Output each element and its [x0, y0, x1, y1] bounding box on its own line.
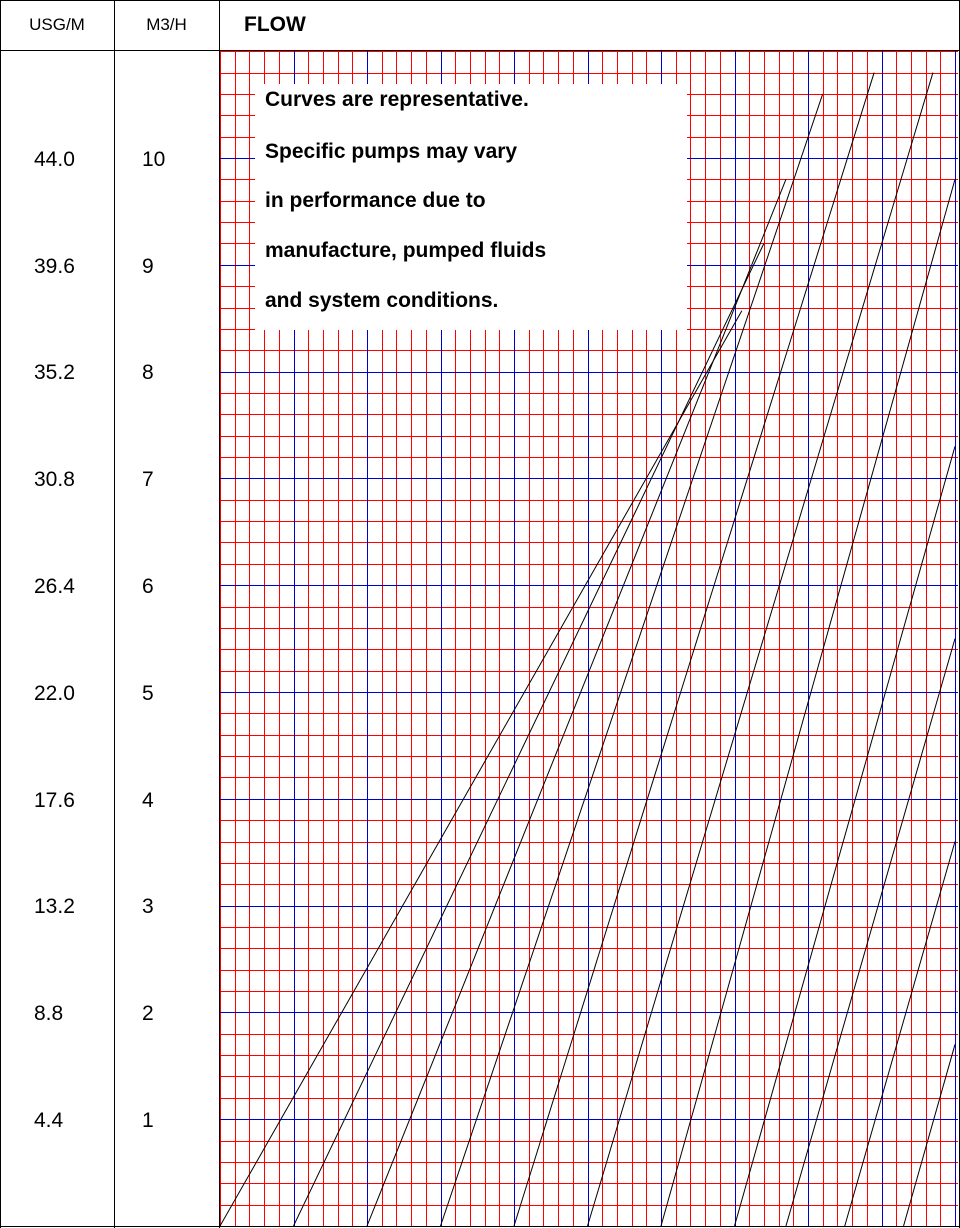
column-divider [219, 0, 220, 1228]
performance-curve [844, 841, 956, 1226]
usgm-tick: 39.6 [34, 255, 75, 278]
usgm-tick: 8.8 [34, 1002, 64, 1025]
usgm-tick: 35.2 [34, 361, 75, 384]
performance-curve [734, 446, 956, 1226]
performance-curve [513, 72, 875, 1226]
m3h-tick: 3 [142, 895, 154, 918]
usgm-tick: 13.2 [34, 895, 75, 918]
performance-curve [440, 93, 824, 1226]
usgm-tick: 22.0 [34, 682, 75, 705]
usgm-tick: 26.4 [34, 575, 75, 598]
usgm-header: USG/M [0, 0, 114, 50]
table-border-bottom [0, 1226, 960, 1227]
m3h-header: M3/H [114, 0, 219, 50]
performance-curve [293, 243, 765, 1226]
performance-curve [587, 72, 934, 1226]
chart-title: FLOW [244, 0, 644, 50]
usgm-axis: 44.0 39.6 35.2 30.8 26.4 22.0 17.6 13.2 … [0, 50, 114, 1226]
performance-curve [366, 179, 787, 1226]
note-line: and system conditions. [265, 289, 499, 312]
performance-curve [903, 1044, 956, 1226]
m3h-tick: 6 [142, 575, 154, 598]
usgm-tick: 44.0 [34, 148, 75, 171]
m3h-header-label: M3/H [146, 15, 187, 34]
note-line: Curves are representative. [265, 88, 529, 111]
usgm-header-label: USG/M [29, 15, 85, 34]
m3h-tick: 7 [142, 468, 154, 491]
m3h-tick: 9 [142, 255, 154, 278]
performance-curves [220, 72, 956, 1226]
m3h-tick: 2 [142, 1002, 154, 1025]
m3h-axis: 10 9 8 7 6 5 4 3 2 1 [114, 50, 219, 1226]
m3h-tick: 10 [142, 148, 166, 171]
header-divider [0, 50, 960, 51]
m3h-tick: 5 [142, 682, 154, 705]
performance-curve [785, 638, 956, 1226]
m3h-tick: 1 [142, 1109, 154, 1132]
disclaimer-note: Curves are representative. Specific pump… [255, 84, 687, 330]
column-divider [114, 0, 115, 1228]
major-grid [220, 50, 958, 1226]
chart-title-label: FLOW [244, 13, 306, 36]
note-line: Specific pumps may vary [265, 140, 518, 163]
note-line: manufacture, pumped fluids [265, 239, 547, 262]
usgm-tick: 4.4 [34, 1109, 64, 1132]
note-line: in performance due to [265, 189, 486, 212]
performance-curve [220, 310, 743, 1226]
table-border-top [0, 0, 960, 1]
table-border-left [0, 0, 1, 1228]
m3h-tick: 4 [142, 789, 154, 812]
usgm-tick: 30.8 [34, 468, 75, 491]
performance-curve [660, 179, 956, 1226]
usgm-tick: 17.6 [34, 789, 75, 812]
m3h-tick: 8 [142, 361, 154, 384]
